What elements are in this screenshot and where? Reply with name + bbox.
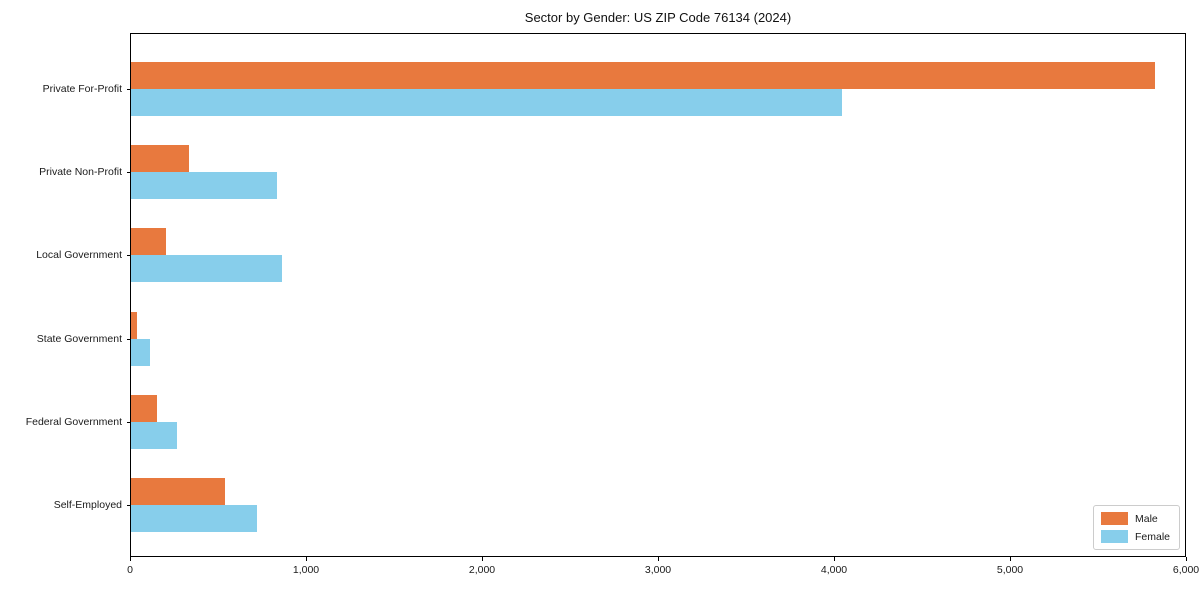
bar-group: Local Government [36, 214, 1185, 297]
x-axis-tick [834, 557, 835, 561]
female-bar [131, 505, 258, 533]
x-axis-tick-label: 5,000 [996, 564, 1024, 576]
bar-group: Federal Government [26, 380, 1185, 463]
x-axis-tick-label: 6,000 [1172, 564, 1200, 576]
y-axis-tick [127, 171, 131, 173]
x-axis-tick [1010, 557, 1011, 561]
legend-label: Male [1134, 512, 1158, 525]
plot-area: Private For-Profit Private Non-Profit Loca… [26, 33, 1186, 557]
male-legend-swatch [1100, 512, 1128, 525]
x-axis-tick-label: 4,000 [820, 564, 848, 576]
male-bar [131, 144, 189, 172]
chart-title: Sector by Gender: US ZIP Code 76134 (202… [524, 10, 792, 25]
x-axis-tick [658, 557, 659, 561]
y-axis-label: Private For-Profit [42, 82, 122, 95]
y-axis-tick [127, 421, 131, 423]
male-bar [131, 394, 158, 422]
y-axis-tick [127, 255, 131, 257]
x-axis-tick [306, 557, 307, 561]
y-axis-tick [127, 505, 131, 507]
bar-group: State Government [37, 297, 1185, 380]
legend: Male Female [1092, 505, 1180, 550]
y-axis-tick [127, 338, 131, 340]
y-axis-label: Federal Government [25, 415, 122, 428]
female-legend-swatch [1100, 530, 1128, 543]
y-axis-label: Self-Employed [53, 499, 122, 512]
male-bar [131, 228, 167, 256]
bar-group: Self-Employed [54, 464, 1185, 547]
bar-group: Private Non-Profit [39, 130, 1185, 213]
bars-container: Private For-Profit Private Non-Profit Loca… [26, 34, 1185, 556]
x-axis-tick [482, 557, 483, 561]
bar-group: Private For-Profit [43, 47, 1185, 130]
y-axis-label: Local Government [36, 249, 122, 262]
male-bar [131, 61, 1156, 89]
x-axis-tick-label: 1,000 [292, 564, 320, 576]
y-axis-label: Private Non-Profit [39, 165, 122, 178]
y-axis-tick [127, 88, 131, 90]
female-bar [131, 421, 177, 449]
x-axis-tick-label: 0 [127, 564, 133, 576]
male-bar [131, 478, 225, 506]
x-axis-tick-label: 2,000 [468, 564, 496, 576]
legend-label: Female [1134, 530, 1170, 543]
y-axis-label: State Government [36, 332, 122, 345]
x-axis-tick [130, 557, 131, 561]
male-bar [131, 311, 138, 339]
female-bar [131, 338, 151, 366]
x-axis-tick-label: 3,000 [644, 564, 672, 576]
female-bar [131, 88, 843, 116]
female-bar [131, 171, 277, 199]
legend-item: Male [1100, 512, 1170, 525]
legend-item: Female [1100, 530, 1170, 543]
x-axis-tick [1186, 557, 1187, 561]
female-bar [131, 255, 283, 283]
x-axis: 0 1,000 2,000 3,000 4,000 5,000 6,000 [127, 557, 1199, 587]
